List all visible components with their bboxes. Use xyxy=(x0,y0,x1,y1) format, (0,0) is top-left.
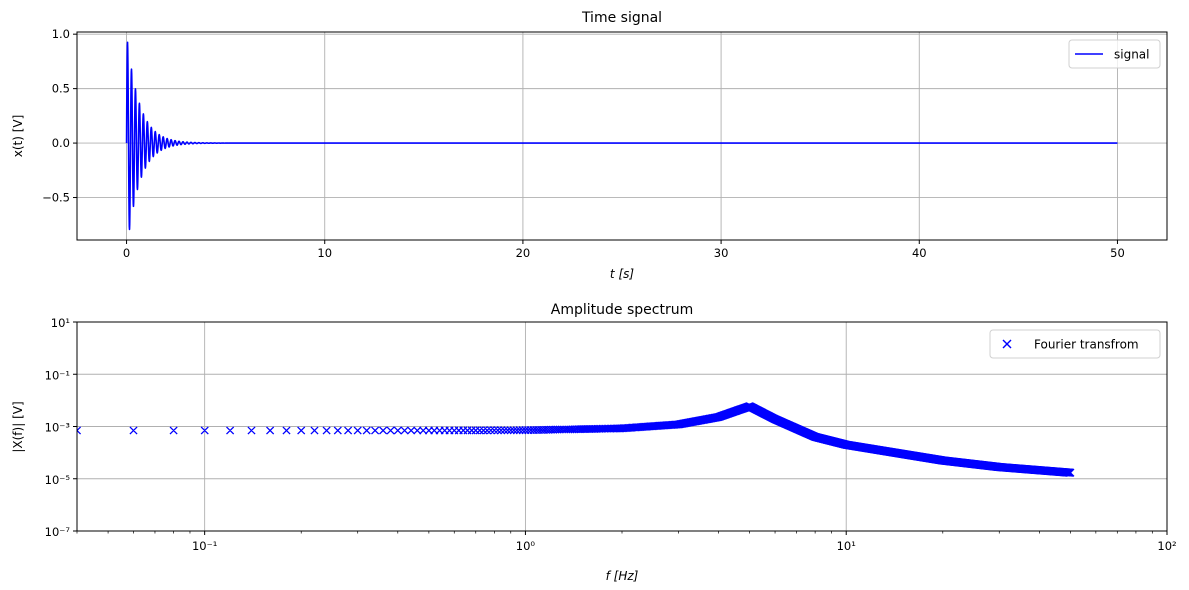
time-signal-axes: 0 10 20 30 40 50 −0.5 0.0 0.5 1.0 Time signal t [… xyxy=(11,10,1168,281)
y-tick-label: 10⁻⁷ xyxy=(45,525,71,539)
x-tick-label: 10² xyxy=(1157,539,1176,553)
x-tick-label: 20 xyxy=(516,246,531,260)
spectrum-y-axis-label: |X(f)| [V] xyxy=(11,401,25,452)
legend-x-marker-icon xyxy=(1002,339,1012,349)
time-x-axis-label: t [s] xyxy=(610,267,634,281)
time-ticks: 0 10 20 30 40 50 −0.5 0.0 0.5 1.0 xyxy=(42,27,1125,260)
time-legend-label: signal xyxy=(1114,48,1150,62)
x-tick-label: 10 xyxy=(317,246,332,260)
x-tick-label: 10¹ xyxy=(837,539,856,553)
x-tick-label: 30 xyxy=(714,246,729,260)
time-plot-area xyxy=(77,32,1167,240)
spectrum-legend-label: Fourier transfrom xyxy=(1034,338,1139,352)
y-tick-label: 0.5 xyxy=(52,82,70,96)
y-tick-label: 1.0 xyxy=(52,27,70,41)
x-tick-label: 10⁻¹ xyxy=(192,539,217,553)
x-tick-label: 10⁰ xyxy=(516,539,536,553)
spectrum-x-axis-label: f [Hz] xyxy=(606,569,639,583)
spectrum-markers xyxy=(77,402,1075,477)
time-signal-line xyxy=(125,41,1119,231)
y-tick-label: 10¹ xyxy=(51,316,70,330)
x-tick-label: 40 xyxy=(912,246,927,260)
x-marker-series xyxy=(77,402,1075,477)
time-axes-frame xyxy=(76,31,1168,241)
y-tick-label: −0.5 xyxy=(42,191,70,205)
signal-path xyxy=(125,41,1119,231)
y-tick-label: 0.0 xyxy=(52,136,70,150)
amplitude-spectrum-axes: 10⁻¹ 10⁰ 10¹ 10² 10⁻⁷ 10⁻⁵ 10⁻³ 10⁻¹ 10¹ Amplitu… xyxy=(11,302,1177,583)
time-y-axis-label: x(t) [V] xyxy=(11,115,25,158)
y-tick-label: 10⁻³ xyxy=(45,421,71,435)
y-tick-label: 10⁻⁵ xyxy=(45,473,71,487)
time-legend: signal xyxy=(1068,39,1161,69)
x-tick-label: 50 xyxy=(1110,246,1125,260)
spectrum-legend: Fourier transfrom xyxy=(989,329,1161,359)
spectrum-chart-title: Amplitude spectrum xyxy=(551,302,693,318)
spectrum-legend-box xyxy=(989,329,1161,359)
spectrum-ticks: 10⁻¹ 10⁰ 10¹ 10² 10⁻⁷ 10⁻⁵ 10⁻³ 10⁻¹ 10¹ xyxy=(45,316,1177,553)
y-tick-label: 10⁻¹ xyxy=(45,368,70,382)
time-chart-title: Time signal xyxy=(581,10,662,26)
x-tick-label: 0 xyxy=(123,246,130,260)
time-legend-box xyxy=(1068,39,1161,69)
